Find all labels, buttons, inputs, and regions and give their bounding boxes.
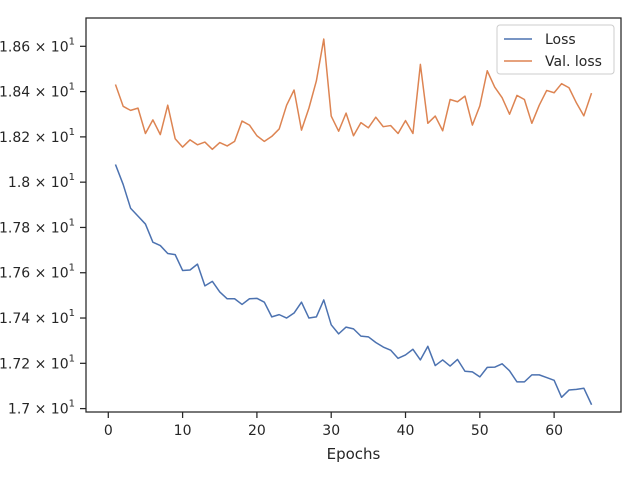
y-axis: 1.7 × 101 1.72 × 101 1.74 × 101 1.76 × 101 1…: [0, 36, 86, 418]
x-tick-label: 60: [545, 423, 563, 439]
y-tick-label: 1.86 × 101: [0, 36, 75, 55]
x-tick-label: 10: [174, 423, 192, 439]
y-tick-label: 1.72 × 101: [0, 353, 75, 372]
x-axis: 0 10 20 30 40 50 60: [104, 412, 563, 439]
series-line-2: [114, 38, 593, 151]
y-tick-label: 1.84 × 101: [0, 82, 75, 101]
legend-label-1: Loss: [545, 32, 576, 48]
y-tick-label: 1.78 × 101: [0, 217, 75, 236]
x-tick-label: 20: [248, 423, 266, 439]
x-tick-label: 0: [104, 423, 113, 439]
y-tick-label: 1.76 × 101: [0, 263, 75, 282]
x-tick-label: 50: [471, 423, 489, 439]
series-layer: [114, 38, 593, 406]
y-tick-label: 1.7 × 101: [8, 399, 75, 418]
legend-label-2: Val. loss: [545, 54, 602, 70]
y-tick-label: 1.8 × 101: [8, 172, 75, 191]
x-tick-label: 30: [322, 423, 340, 439]
x-tick-label: 40: [397, 423, 415, 439]
series-line-1: [114, 164, 593, 406]
y-tick-label: 1.74 × 101: [0, 308, 75, 327]
legend: Loss Val. loss: [496, 24, 615, 75]
y-tick-label: 1.82 × 101: [0, 127, 75, 146]
plot-frame: [85, 17, 622, 413]
x-axis-label: Epochs: [327, 445, 381, 463]
